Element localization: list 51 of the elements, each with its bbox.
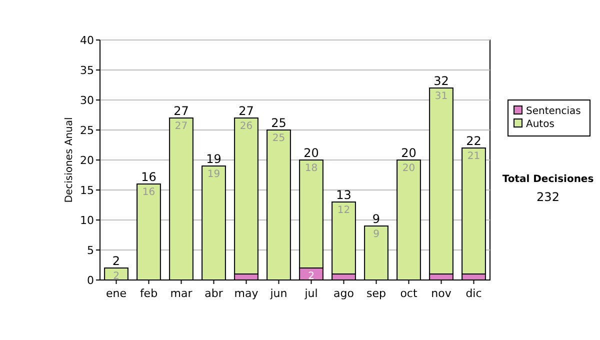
x-tick-label: may [234, 287, 259, 300]
x-tick-label: jun [269, 287, 288, 300]
total-label: 32 [434, 74, 449, 88]
data-label: 16 [142, 187, 156, 198]
total-label: 25 [271, 116, 286, 130]
y-tick-label: 30 [80, 94, 94, 107]
total-label: 20 [401, 146, 416, 160]
data-label: 26 [240, 121, 253, 132]
total-label: 9 [372, 212, 380, 226]
data-label: 25 [272, 133, 286, 144]
data-label: 27 [174, 121, 188, 132]
x-tick-label: abr [204, 287, 224, 300]
y-tick-label: 20 [80, 154, 94, 167]
x-tick-label: dic [466, 287, 482, 300]
total-label: 16 [141, 170, 156, 184]
x-tick-label: mar [170, 287, 193, 300]
legend-label: Autos [526, 119, 554, 130]
text: Total Decisiones [502, 174, 594, 185]
data-label: 20 [402, 163, 416, 174]
x-tick-label: jul [304, 287, 318, 300]
data-label: 31 [434, 91, 448, 102]
x-tick-label: oct [400, 287, 418, 300]
y-tick-label: 25 [80, 124, 94, 137]
data-label: 12 [337, 205, 350, 216]
x-tick-label: ene [106, 287, 127, 300]
data-label: 2 [113, 271, 120, 282]
data-label: 19 [207, 169, 220, 180]
total-label: 2 [112, 254, 120, 268]
y-axis-title: Decisiones Anual [64, 117, 75, 203]
y-tick-label: 0 [87, 274, 94, 287]
y-tick-label: 10 [80, 214, 94, 227]
total-label: 19 [206, 152, 222, 166]
data-label: 2 [308, 271, 314, 282]
data-label: 21 [467, 151, 480, 162]
total-label: 22 [466, 134, 482, 148]
x-tick-label: sep [366, 287, 386, 300]
data-label: 9 [373, 229, 380, 240]
total-label: 27 [174, 104, 189, 118]
x-tick-label: nov [431, 287, 452, 300]
total-label: 27 [238, 104, 254, 118]
legend-label: Sentencias [526, 106, 581, 117]
total-label: 13 [336, 188, 352, 202]
total-label: 20 [304, 146, 319, 160]
y-tick-label: 40 [80, 34, 94, 47]
y-tick-label: 15 [80, 184, 94, 197]
x-tick-label: feb [140, 287, 158, 300]
x-tick-label: ago [334, 287, 354, 300]
text: 232 [536, 190, 560, 204]
y-tick-label: 35 [80, 64, 94, 77]
y-tick-label: 5 [87, 244, 94, 257]
data-label: 18 [304, 163, 318, 174]
